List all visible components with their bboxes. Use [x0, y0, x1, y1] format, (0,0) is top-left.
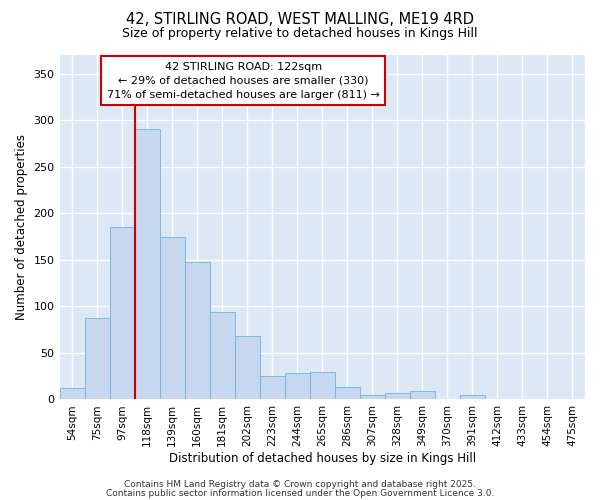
Bar	[410, 391, 435, 400]
Bar	[209, 312, 235, 400]
Bar	[85, 318, 110, 400]
Bar	[235, 336, 260, 400]
Bar	[59, 388, 85, 400]
Y-axis label: Number of detached properties: Number of detached properties	[15, 134, 28, 320]
Bar	[185, 262, 209, 400]
Bar	[160, 236, 185, 400]
Bar	[385, 393, 410, 400]
Bar	[134, 130, 160, 400]
Text: 42, STIRLING ROAD, WEST MALLING, ME19 4RD: 42, STIRLING ROAD, WEST MALLING, ME19 4R…	[126, 12, 474, 28]
Text: 42 STIRLING ROAD: 122sqm
← 29% of detached houses are smaller (330)
71% of semi-: 42 STIRLING ROAD: 122sqm ← 29% of detach…	[107, 62, 380, 100]
Text: Size of property relative to detached houses in Kings Hill: Size of property relative to detached ho…	[122, 28, 478, 40]
Bar	[335, 388, 360, 400]
Bar	[260, 376, 285, 400]
Bar	[460, 395, 485, 400]
Bar	[360, 395, 385, 400]
Bar	[110, 227, 134, 400]
Bar	[310, 372, 335, 400]
Bar	[285, 374, 310, 400]
Text: Contains HM Land Registry data © Crown copyright and database right 2025.: Contains HM Land Registry data © Crown c…	[124, 480, 476, 489]
X-axis label: Distribution of detached houses by size in Kings Hill: Distribution of detached houses by size …	[169, 452, 476, 465]
Text: Contains public sector information licensed under the Open Government Licence 3.: Contains public sector information licen…	[106, 488, 494, 498]
